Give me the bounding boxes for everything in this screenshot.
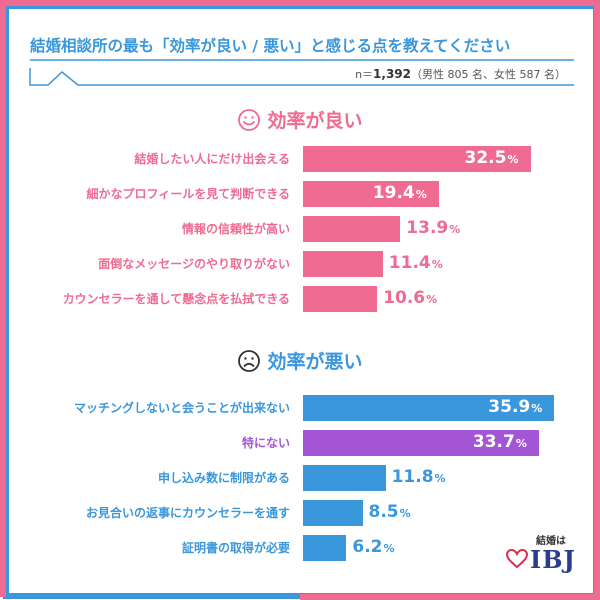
bar: [303, 395, 555, 421]
value-label: 6.2%: [352, 537, 395, 557]
bar: [303, 430, 539, 456]
frown-face-icon: [237, 349, 261, 373]
category-label: 結婚したい人にだけ出会える: [134, 152, 290, 166]
category-label: マッチングしないと会うことが出来ない: [73, 401, 290, 415]
category-label: 特にない: [241, 436, 290, 450]
bar-row: カウンセラーを通して懸念点を払拭できる 10.6%: [0, 286, 600, 312]
sample-prefix: n＝: [355, 68, 374, 81]
bar-row: 面倒なメッセージのやり取りがない 11.4%: [0, 251, 600, 277]
heart-icon: [505, 548, 529, 573]
value-label: 8.5%: [368, 502, 411, 522]
sample-breakdown: （男性 805 名、女性 587 名）: [411, 68, 566, 81]
category-label: 情報の信頼性が高い: [181, 222, 290, 236]
value-label: 13.9%: [406, 218, 461, 238]
sample-count: 1,392: [373, 67, 412, 81]
bar: [303, 216, 401, 242]
smile-face-icon: [237, 108, 261, 132]
ibj-logo: 結婚は IBJ: [505, 532, 576, 582]
bar-row: 結婚したい人にだけ出会える 32.5%: [0, 146, 600, 172]
bar-row: 情報の信頼性が高い 13.9%: [0, 216, 600, 242]
category-label: 面倒なメッセージのやり取りがない: [98, 257, 290, 271]
value-label: 32.5%: [464, 148, 519, 168]
bar-row: マッチングしないと会うことが出来ない 35.9%: [0, 395, 600, 421]
value-label: 35.9%: [488, 397, 543, 417]
logo-caption: 結婚は: [536, 536, 566, 547]
value-label: 19.4%: [372, 183, 427, 203]
bar: [303, 500, 363, 526]
chart-title: 結婚相談所の最も「効率が良い / 悪い」と感じる点を教えてください: [30, 37, 511, 55]
value-label: 11.4%: [388, 253, 443, 273]
bar-row: 細かなプロフィールを見て判断できる 19.4%: [0, 181, 600, 207]
bar: [303, 181, 439, 207]
bar-row: お見合いの返事にカウンセラーを通す 8.5%: [0, 500, 600, 526]
category-label: 細かなプロフィールを見て判断できる: [86, 187, 290, 201]
bad-section-title: 効率が悪い: [267, 351, 363, 373]
bar: [303, 465, 386, 491]
value-label: 33.7%: [472, 432, 527, 452]
bar-row: 申し込み数に制限がある 11.8%: [0, 465, 600, 491]
value-label: 10.6%: [383, 288, 438, 308]
bar: [303, 535, 347, 561]
bad-section-heading: 効率が悪い: [0, 347, 600, 374]
category-label: 証明書の取得が必要: [181, 541, 290, 555]
good-section-heading: 効率が良い: [0, 106, 600, 133]
category-label: カウンセラーを通して懸念点を払拭できる: [62, 292, 290, 306]
category-label: 申し込み数に制限がある: [157, 471, 290, 485]
bar-row: 証明書の取得が必要 6.2%: [0, 535, 600, 561]
category-label: お見合いの返事にカウンセラーを通す: [85, 506, 290, 520]
bar-row: 特にない 33.7%: [0, 430, 600, 456]
bar: [303, 146, 531, 172]
logo-text: IBJ: [530, 545, 576, 574]
good-section-title: 効率が良い: [267, 110, 363, 132]
bar: [303, 286, 378, 312]
value-label: 11.8%: [391, 467, 446, 487]
sample-size: n＝1,392（男性 805 名、女性 587 名）: [355, 66, 566, 82]
bar: [303, 251, 383, 277]
